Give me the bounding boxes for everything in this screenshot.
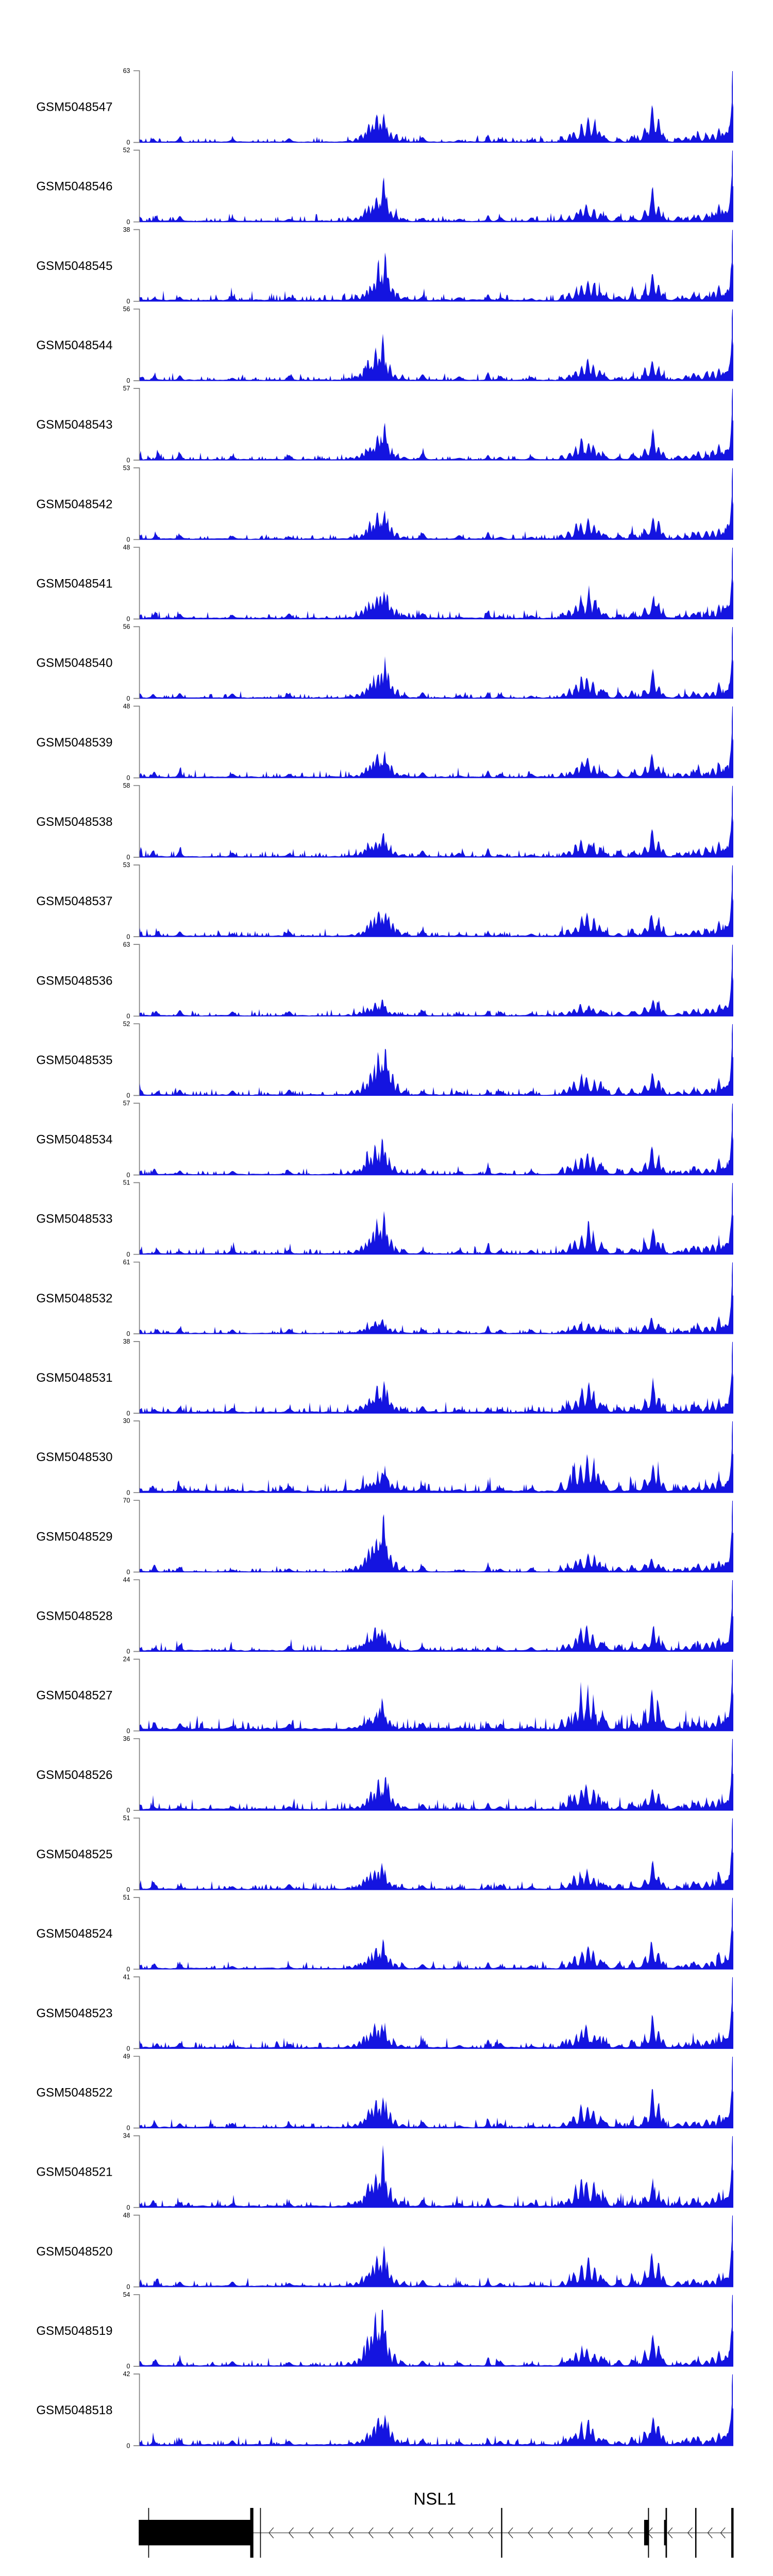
svg-text:61: 61 [123, 1259, 130, 1266]
svg-text:0: 0 [127, 1330, 130, 1337]
svg-text:0: 0 [127, 377, 130, 384]
svg-text:0: 0 [127, 1965, 130, 1973]
svg-text:0: 0 [127, 1886, 130, 1893]
svg-text:GSM5048529: GSM5048529 [36, 1530, 112, 1544]
svg-text:GSM5048546: GSM5048546 [36, 180, 112, 194]
svg-text:GSM5048532: GSM5048532 [36, 1292, 112, 1306]
svg-text:56: 56 [123, 306, 130, 313]
svg-text:63: 63 [123, 941, 130, 948]
svg-text:0: 0 [127, 1489, 130, 1496]
svg-text:GSM5048528: GSM5048528 [36, 1609, 112, 1623]
svg-text:24: 24 [123, 1656, 130, 1663]
svg-text:0: 0 [127, 298, 130, 305]
svg-text:0: 0 [127, 1727, 130, 1735]
svg-text:GSM5048518: GSM5048518 [36, 2403, 112, 2417]
svg-text:51: 51 [123, 1894, 130, 1901]
svg-text:56: 56 [123, 623, 130, 631]
svg-text:0: 0 [127, 933, 130, 940]
svg-text:GSM5048524: GSM5048524 [36, 1927, 112, 1941]
svg-text:GSM5048543: GSM5048543 [36, 418, 112, 432]
svg-text:0: 0 [127, 456, 130, 464]
svg-text:GSM5048538: GSM5048538 [36, 815, 112, 829]
svg-text:57: 57 [123, 1100, 130, 1107]
svg-text:63: 63 [123, 67, 130, 75]
svg-text:58: 58 [123, 782, 130, 789]
svg-text:0: 0 [127, 2283, 130, 2291]
svg-text:51: 51 [123, 1815, 130, 1822]
svg-text:53: 53 [123, 861, 130, 869]
svg-text:GSM5048547: GSM5048547 [36, 100, 112, 114]
svg-text:GSM5048534: GSM5048534 [36, 1133, 112, 1147]
svg-text:GSM5048521: GSM5048521 [36, 2165, 112, 2179]
svg-text:0: 0 [127, 2125, 130, 2132]
svg-text:0: 0 [127, 1807, 130, 1814]
svg-text:0: 0 [127, 2363, 130, 2370]
svg-text:GSM5048526: GSM5048526 [36, 1768, 112, 1782]
svg-text:34: 34 [123, 2132, 130, 2140]
svg-text:GSM5048523: GSM5048523 [36, 2006, 112, 2020]
svg-text:38: 38 [123, 1338, 130, 1345]
svg-text:0: 0 [127, 2442, 130, 2449]
svg-text:GSM5048527: GSM5048527 [36, 1689, 112, 1703]
svg-text:GSM5048525: GSM5048525 [36, 1848, 112, 1861]
svg-text:GSM5048545: GSM5048545 [36, 259, 112, 273]
svg-text:38: 38 [123, 226, 130, 233]
svg-text:48: 48 [123, 2212, 130, 2219]
svg-text:0: 0 [127, 2045, 130, 2053]
svg-text:0: 0 [127, 218, 130, 226]
svg-text:0: 0 [127, 616, 130, 623]
svg-text:0: 0 [127, 1648, 130, 1655]
svg-text:0: 0 [127, 536, 130, 544]
svg-text:GSM5048531: GSM5048531 [36, 1371, 112, 1385]
svg-text:0: 0 [127, 854, 130, 861]
svg-text:GSM5048540: GSM5048540 [36, 656, 112, 670]
svg-text:52: 52 [123, 1020, 130, 1027]
svg-text:0: 0 [127, 1569, 130, 1576]
svg-text:GSM5048537: GSM5048537 [36, 894, 112, 908]
svg-text:0: 0 [127, 1013, 130, 1020]
svg-text:0: 0 [127, 1172, 130, 1179]
svg-text:GSM5048542: GSM5048542 [36, 497, 112, 511]
svg-text:GSM5048541: GSM5048541 [36, 577, 112, 591]
svg-text:0: 0 [127, 1251, 130, 1258]
svg-text:52: 52 [123, 147, 130, 154]
svg-text:GSM5048520: GSM5048520 [36, 2245, 112, 2259]
svg-text:48: 48 [123, 703, 130, 710]
svg-text:48: 48 [123, 544, 130, 551]
svg-text:0: 0 [127, 2204, 130, 2211]
svg-text:GSM5048519: GSM5048519 [36, 2324, 112, 2338]
svg-text:36: 36 [123, 1735, 130, 1742]
svg-text:NSL1: NSL1 [413, 2489, 456, 2509]
svg-text:GSM5048530: GSM5048530 [36, 1450, 112, 1464]
svg-text:GSM5048539: GSM5048539 [36, 736, 112, 750]
svg-text:0: 0 [127, 1092, 130, 1099]
svg-text:GSM5048535: GSM5048535 [36, 1053, 112, 1067]
svg-text:GSM5048533: GSM5048533 [36, 1212, 112, 1226]
svg-text:44: 44 [123, 1577, 130, 1584]
svg-text:54: 54 [123, 2291, 130, 2298]
svg-text:GSM5048536: GSM5048536 [36, 974, 112, 988]
svg-text:42: 42 [123, 2370, 130, 2378]
svg-text:53: 53 [123, 464, 130, 471]
svg-text:0: 0 [127, 1410, 130, 1417]
svg-text:0: 0 [127, 774, 130, 782]
svg-text:30: 30 [123, 1417, 130, 1425]
svg-text:41: 41 [123, 1973, 130, 1980]
svg-text:57: 57 [123, 385, 130, 392]
svg-text:70: 70 [123, 1497, 130, 1504]
svg-text:0: 0 [127, 695, 130, 702]
svg-text:GSM5048522: GSM5048522 [36, 2086, 112, 2100]
svg-text:0: 0 [127, 139, 130, 146]
svg-text:49: 49 [123, 2053, 130, 2060]
svg-text:51: 51 [123, 1179, 130, 1187]
svg-text:GSM5048544: GSM5048544 [36, 338, 112, 352]
